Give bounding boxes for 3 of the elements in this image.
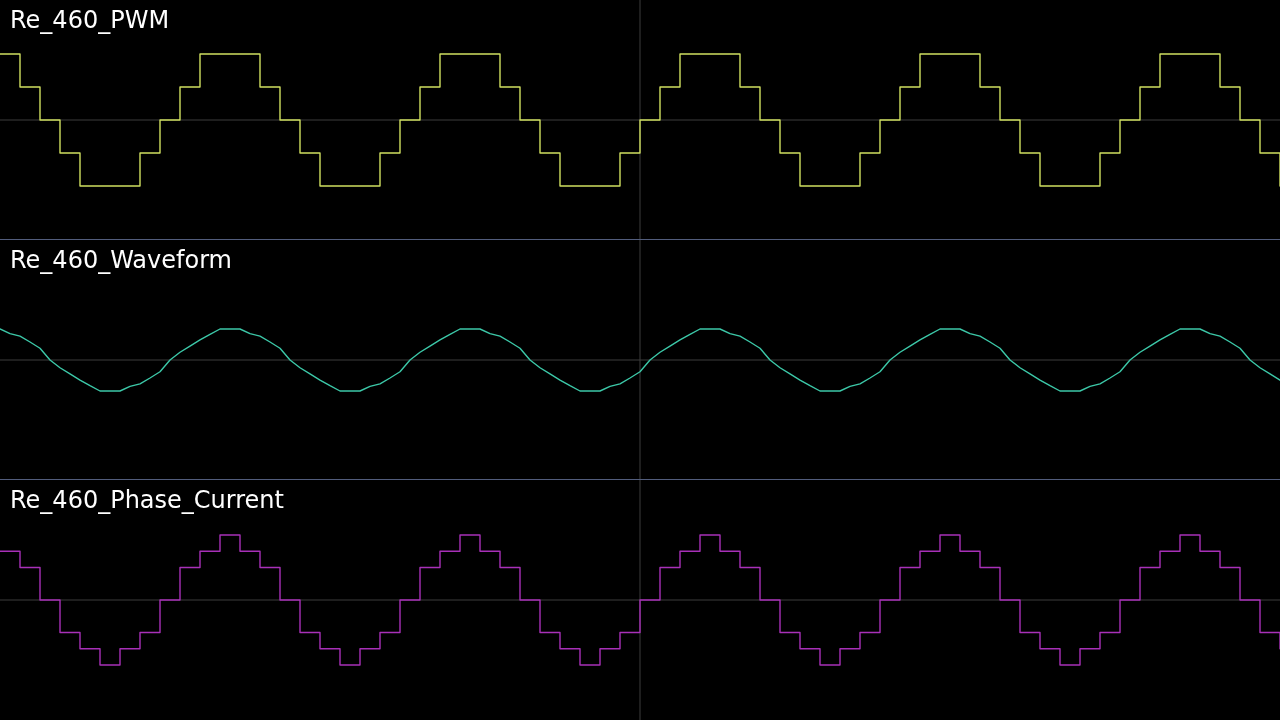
chart-title: Re_460_Waveform bbox=[10, 246, 232, 274]
chart-title: Re_460_Phase_Current bbox=[10, 486, 284, 514]
chart-title: Re_460_PWM bbox=[10, 6, 170, 34]
